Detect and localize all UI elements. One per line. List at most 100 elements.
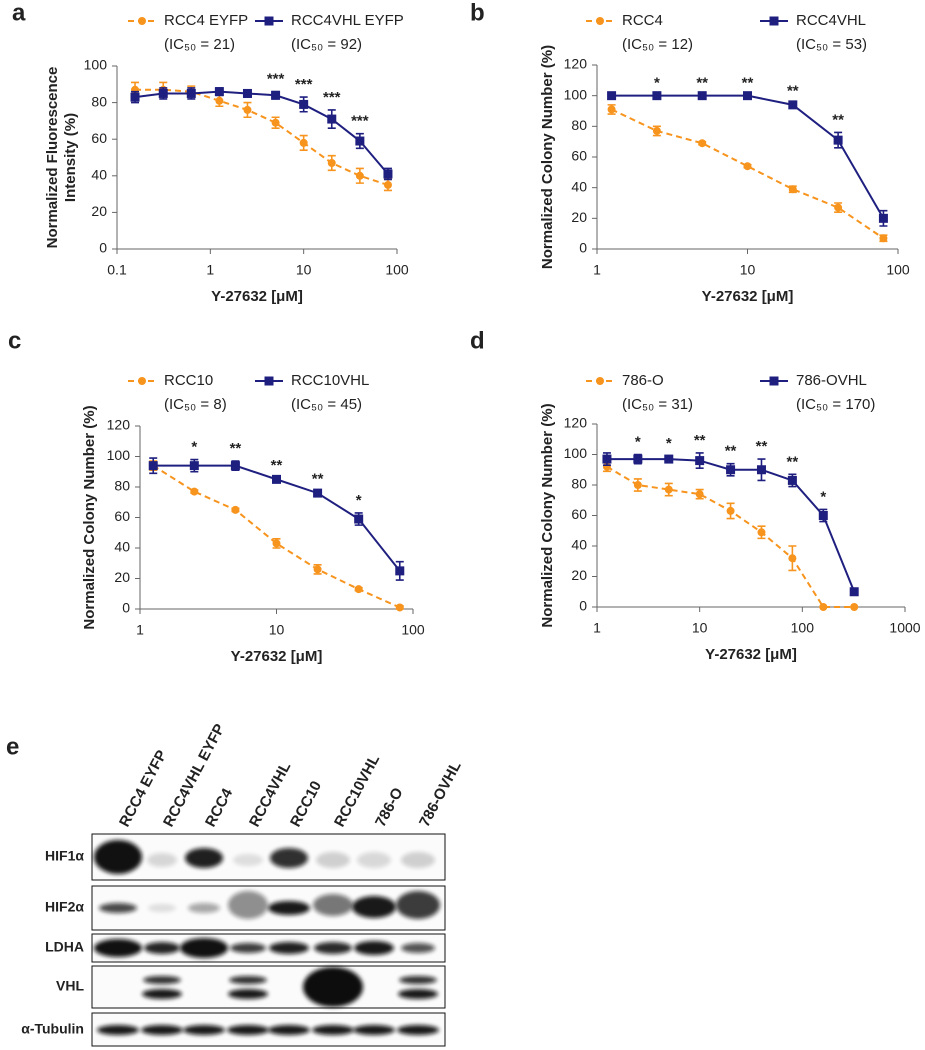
y-tick-label: 0 [99,240,107,256]
y-tick-label: 60 [91,130,107,146]
marker [313,565,322,574]
marker [299,99,309,109]
marker [726,465,736,475]
significance-label: * [356,492,362,509]
lane-label: RCC10 [287,778,325,829]
marker [243,105,252,114]
y-axis-label: Intensity (%) [62,113,79,202]
chart-panel: a 0 20 40 60 80 100 0.1 1 10 100 Y-27632 [μM] Normal… [12,0,409,305]
blot-bands [91,833,446,1047]
x-tick-label: 1 [136,622,144,638]
panel-label: c [8,327,21,354]
marker [272,474,281,484]
lane-label: RCC4 [202,785,236,830]
legend-label: RCC4VHL EYFP [291,12,404,29]
y-tick-label: 20 [571,209,587,225]
significance-label: *** [267,71,285,88]
marker [697,91,707,101]
legend-label: RCC10 [164,372,213,389]
marker [743,162,752,171]
y-tick-label: 120 [107,417,131,433]
x-axis-label: Y-27632 [μM] [702,288,794,305]
marker [743,91,752,101]
marker [788,100,798,110]
x-tick-label: 100 [385,262,409,278]
panel-label: e [6,733,19,760]
marker [879,234,888,243]
significance-label: ** [230,440,242,457]
y-tick-label: 120 [564,415,588,431]
marker [652,126,661,135]
y-tick-label: 60 [114,508,130,524]
significance-label: ** [742,75,754,92]
marker [698,139,707,148]
marker [186,88,196,98]
x-tick-label: 0.1 [107,262,127,278]
marker [633,481,642,489]
marker [299,138,308,147]
panel-label: b [470,0,485,26]
panel-label: d [470,327,485,354]
legend-label: RCC4VHL [796,12,866,29]
marker [788,185,797,194]
legend-marker [138,17,146,25]
marker [633,454,643,464]
significance-label: ** [312,471,324,488]
series-line [152,464,401,609]
marker [214,87,224,97]
x-axis-label: Y-27632 [μM] [231,648,323,665]
marker [726,506,735,515]
significance-label: *** [351,113,369,130]
x-tick-label: 10 [296,262,312,278]
protein-label: HIF2α [45,899,84,915]
marker [354,514,364,524]
y-tick-label: 0 [579,598,587,614]
marker [756,465,766,475]
x-tick-label: 1000 [889,620,920,636]
marker [788,554,797,563]
y-axis-label: Normalized Colony Number (%) [539,45,556,269]
legend-note: (IC₅₀ = 92) [291,36,362,53]
y-tick-label: 100 [84,57,108,73]
y-tick-label: 100 [564,445,588,461]
marker [327,158,336,167]
legend-note: (IC₅₀ = 53) [796,36,867,53]
marker [271,90,281,100]
legend-label: 786-OVHL [796,372,867,389]
marker [695,456,705,466]
western-blot: e [6,721,465,1047]
marker [695,490,704,499]
y-tick-label: 20 [91,203,107,219]
y-tick-label: 100 [107,447,131,463]
marker [834,203,843,212]
legend-note: (IC₅₀ = 21) [164,36,235,53]
series-line [606,458,856,593]
marker [849,587,859,597]
lane-label: RCC4VHL [246,759,294,830]
marker [189,461,199,471]
significance-label: ** [694,432,706,449]
lane-label: 786-OVHL [416,758,465,829]
x-tick-label: 10 [740,262,756,278]
legend-note: (IC₅₀ = 12) [622,36,693,53]
lane-label: 786-O [372,785,407,830]
y-tick-label: 40 [571,178,587,194]
legend-marker [769,16,779,26]
marker [818,511,828,520]
significance-label: * [820,488,826,505]
y-axis-label: Normalized Fluorescence [44,67,61,249]
marker [272,539,281,548]
marker [327,114,337,124]
significance-label: * [654,75,660,92]
legend-marker [769,376,779,386]
marker [652,91,662,101]
marker [271,118,280,127]
x-tick-label: 100 [886,262,910,278]
marker [664,485,673,494]
legend-marker [264,16,274,26]
marker [215,96,224,105]
x-axis-label: Y-27632 [μM] [705,646,797,663]
y-tick-label: 80 [571,117,587,133]
